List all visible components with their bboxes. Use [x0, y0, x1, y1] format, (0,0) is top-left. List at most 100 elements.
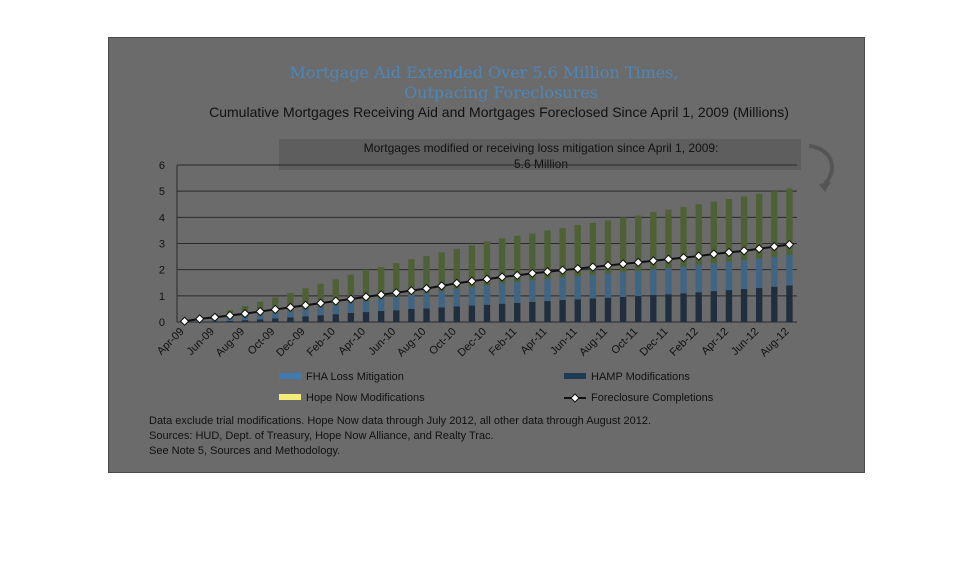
- foreclosure-point-jun-11: [573, 263, 583, 274]
- bar-hope-mar-10: [347, 274, 355, 303]
- bar-fha-dec-11: [665, 268, 672, 295]
- x-tick-label: Apr-09: [155, 326, 187, 358]
- foreclosure-point-sep-10: [436, 281, 447, 291]
- y-tick-label: 5: [159, 186, 165, 198]
- foreclosure-point-sep-09: [255, 306, 265, 317]
- foreclosure-point-sep-11: [618, 259, 628, 269]
- foreclosure-point-apr-10: [361, 292, 371, 302]
- bar-fha-jun-10: [393, 297, 400, 311]
- bar-hope-aug-12: [786, 188, 793, 256]
- bar-hope-sep-11: [619, 217, 627, 273]
- bar-hamp-nov-11: [650, 295, 657, 322]
- callout-arrow: [808, 144, 834, 186]
- note-line-2: Sources: HUD, Dept. of Treasury, Hope No…: [149, 430, 494, 442]
- legend-label-hamp: HAMP Modifications: [591, 371, 690, 383]
- foreclosure-point-mar-10: [346, 294, 356, 304]
- x-tick-label: Jun-12: [729, 326, 761, 358]
- legend-label-hope: Hope Now Modifications: [306, 392, 425, 404]
- foreclosure-point-aug-12: [784, 239, 795, 250]
- x-tick-label: Apr-11: [518, 326, 549, 357]
- bar-hope-jun-10: [393, 263, 400, 298]
- y-tick-label: 2: [159, 265, 165, 277]
- bar-hamp-jul-09: [226, 320, 234, 322]
- bar-hope-may-12: [740, 196, 748, 261]
- legend-label-fha: FHA Loss Mitigation: [306, 371, 404, 383]
- foreclosure-point-jun-12: [754, 244, 764, 254]
- bar-hamp-may-12: [740, 289, 748, 322]
- x-tick-label: Jun-10: [366, 326, 398, 358]
- bar-fha-jan-10: [317, 307, 324, 316]
- x-tick-label: Apr-12: [699, 326, 731, 358]
- bar-fha-may-11: [559, 277, 566, 301]
- bar-hope-jan-10: [317, 283, 324, 308]
- note-line-3: See Note 5, Sources and Methodology.: [149, 445, 340, 457]
- foreclosure-point-feb-10: [331, 296, 341, 306]
- foreclosure-point-mar-11: [527, 268, 538, 279]
- bar-hamp-jan-11: [498, 303, 506, 322]
- bar-hope-apr-10: [362, 269, 370, 302]
- bar-hamp-aug-09: [241, 320, 249, 322]
- bar-hamp-sep-11: [619, 296, 627, 322]
- bar-fha-jan-11: [498, 283, 506, 304]
- bar-fha-jun-12: [756, 258, 763, 288]
- bar-fha-oct-10: [453, 289, 460, 307]
- bar-hamp-jun-11: [574, 299, 581, 322]
- bar-fha-feb-11: [514, 281, 521, 303]
- bar-hope-jul-12: [771, 191, 778, 257]
- bar-fha-jun-11: [574, 276, 581, 300]
- chart-subtitle: Cumulative Mortgages Receiving Aid and M…: [209, 104, 789, 120]
- bar-hamp-jul-11: [589, 298, 597, 322]
- bar-fha-aug-10: [423, 293, 430, 309]
- x-tick-label: Feb-11: [487, 326, 520, 359]
- bar-hope-oct-10: [453, 248, 460, 290]
- x-tick-label: Oct-10: [427, 326, 459, 358]
- x-tick-label: Aug-12: [758, 326, 792, 360]
- x-tick-label: Feb-10: [305, 326, 338, 359]
- foreclosure-point-jul-09: [225, 310, 235, 321]
- foreclosure-point-may-09: [194, 314, 205, 324]
- bar-fha-nov-09: [287, 311, 294, 318]
- bar-hamp-mar-12: [710, 291, 718, 322]
- bar-hope-jun-12: [756, 193, 763, 259]
- chart: Mortgage Aid Extended Over 5.6 Million T…: [149, 63, 834, 457]
- bar-hamp-feb-12: [695, 292, 702, 322]
- bar-hamp-mar-11: [529, 301, 536, 322]
- bar-hamp-apr-10: [362, 312, 370, 322]
- bar-fha-apr-12: [725, 261, 733, 291]
- callout-arrow-head: [819, 182, 831, 192]
- foreclosure-point-oct-10: [452, 278, 462, 288]
- bar-fha-nov-10: [468, 287, 476, 306]
- y-tick-label: 6: [159, 160, 165, 172]
- foreclosure-point-feb-11: [512, 270, 522, 281]
- y-tick-label: 0: [159, 317, 165, 329]
- bar-hope-aug-11: [604, 220, 612, 274]
- bar-hamp-aug-11: [604, 297, 612, 322]
- foreclosure-point-may-11: [557, 265, 568, 275]
- x-tick-label: Dec-11: [638, 326, 671, 359]
- bar-hope-nov-09: [287, 292, 294, 312]
- foreclosure-point-nov-11: [648, 256, 659, 266]
- legend-swatch-hope: [279, 394, 301, 400]
- bar-hope-jul-11: [589, 222, 597, 275]
- x-tick-label: Feb-12: [668, 326, 701, 359]
- foreclosure-point-dec-10: [482, 274, 492, 284]
- bar-hope-feb-12: [695, 204, 702, 265]
- bar-hope-mar-12: [710, 201, 718, 264]
- bar-fha-sep-09: [256, 314, 264, 320]
- bar-hamp-dec-09: [302, 316, 309, 322]
- foreclosure-point-apr-12: [724, 247, 734, 258]
- bar-hope-dec-09: [302, 288, 309, 310]
- bar-fha-mar-10: [347, 302, 355, 313]
- chart-title-line-2: Outpacing Foreclosures: [404, 83, 598, 102]
- bar-hamp-feb-10: [332, 314, 339, 322]
- bar-hamp-may-10: [377, 311, 385, 322]
- x-tick-label: Dec-09: [274, 326, 308, 360]
- y-tick-label: 3: [159, 239, 165, 251]
- bar-hope-may-11: [559, 228, 566, 278]
- foreclosure-point-aug-09: [240, 308, 250, 319]
- foreclosure-point-oct-11: [633, 257, 643, 268]
- bar-fha-aug-11: [604, 273, 612, 298]
- foreclosure-point-oct-09: [270, 304, 280, 315]
- bar-hope-jul-10: [408, 259, 415, 295]
- bar-hamp-dec-10: [483, 304, 491, 322]
